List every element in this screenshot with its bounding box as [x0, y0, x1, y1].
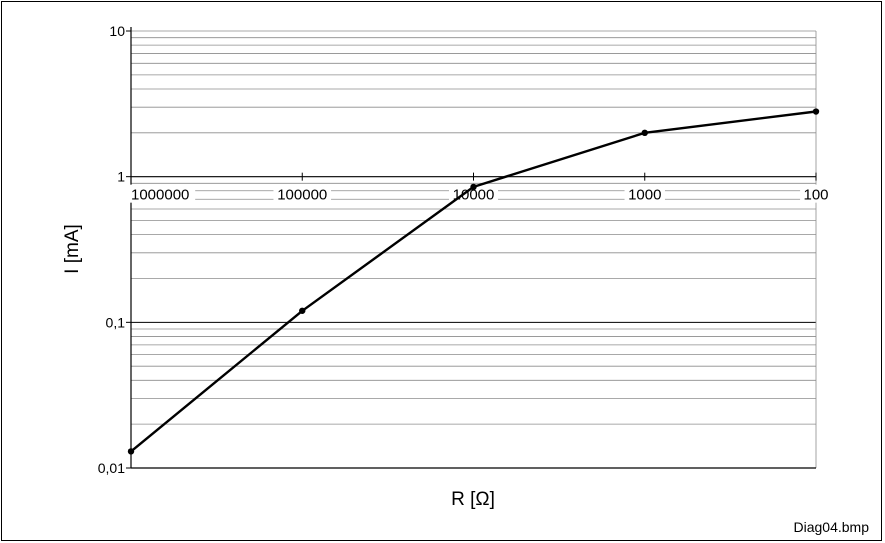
y-tick-label: 0,01 — [98, 460, 125, 476]
data-point — [470, 183, 477, 191]
x-tick-label: 100 — [803, 187, 828, 204]
y-tick-label: 1 — [117, 169, 125, 185]
x-tick-label-bg — [624, 184, 665, 203]
y-tick-labels: 0,01 0,1 1 10 — [98, 23, 131, 476]
series — [127, 108, 820, 455]
axes — [130, 27, 816, 469]
x-tick-label-bg — [273, 184, 332, 203]
x-tick-label-bg — [449, 184, 498, 203]
x-tick-label-bg — [800, 184, 832, 203]
x-tick-label: 10000 — [453, 187, 495, 204]
x-tick-label-bg — [129, 184, 196, 203]
data-point — [299, 307, 306, 314]
data-point — [812, 108, 820, 115]
x-tick-label: 1000000 — [131, 187, 189, 204]
y-tick-label: 10 — [109, 23, 125, 39]
x-tick-labels: 1000000 100000 10000 1000 100 — [129, 172, 832, 204]
gridlines — [131, 30, 817, 469]
x-tick-label: 100000 — [277, 187, 327, 204]
x-tick-label: 1000 — [628, 187, 661, 204]
filename-label: Diag04.bmp — [794, 519, 870, 535]
x-axis-label: R [Ω] — [451, 489, 495, 510]
series-line — [130, 110, 817, 453]
data-point — [641, 129, 648, 137]
y-axis-label: I [mA] — [62, 224, 83, 274]
y-tick-label: 0,1 — [106, 314, 126, 330]
data-point — [127, 448, 135, 455]
